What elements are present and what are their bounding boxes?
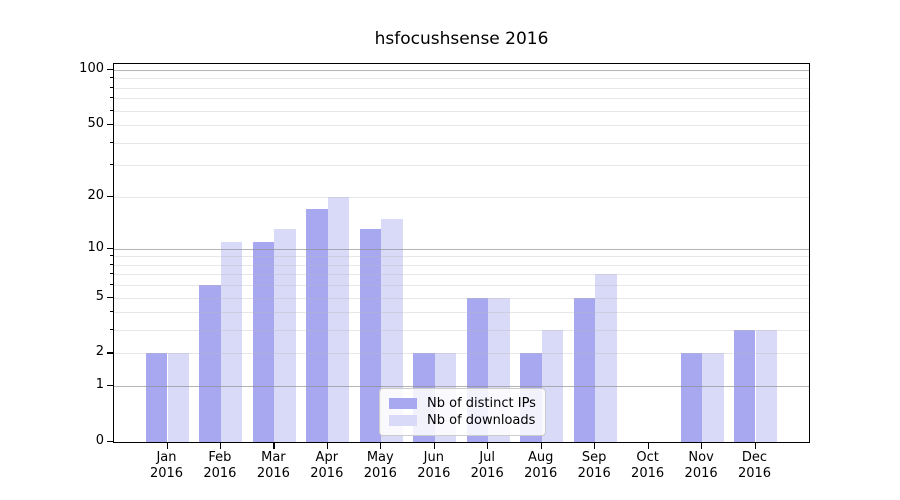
minor-gridline [114,274,809,276]
grid-layer [114,64,809,442]
legend-item-distinct-ips: Nb of distinct IPs [389,396,536,411]
y-tick-label: 10 [87,239,104,255]
x-tick-label-feb: Feb 2016 [203,450,237,481]
legend-label: Nb of distinct IPs [427,396,536,411]
bar-downloads-feb [220,241,243,442]
y-tick-label: 0 [95,433,104,448]
y-minor-tick-mark [110,296,113,298]
minor-gridline [114,312,809,314]
legend-label: Nb of downloads [427,413,536,428]
x-tick-mark [273,443,275,449]
y-tick-label: 5 [95,288,104,304]
x-tick-mark [754,443,756,449]
y-minor-tick-mark [110,284,113,286]
x-tick-label-jul: Jul 2016 [470,450,504,481]
bar-downloads-jan [167,353,190,442]
y-tick-label: 100 [79,61,104,76]
minor-gridline [114,125,809,127]
x-tick-mark [433,443,435,449]
y-tick-mark [107,247,113,249]
major-gridline [114,70,809,71]
x-tick-mark [487,443,489,449]
y-tick-label: 1 [95,377,104,393]
x-tick-mark [594,443,596,449]
y-tick-label: 20 [87,187,104,203]
y-minor-tick-mark [110,109,113,111]
minor-gridline [114,110,809,112]
x-tick-mark [380,443,382,449]
minor-gridline [114,285,809,287]
y-minor-tick-mark [110,141,113,143]
major-gridline [114,248,809,250]
y-minor-tick-mark [110,124,113,126]
legend-item-downloads: Nb of downloads [389,413,536,428]
x-tick-mark [326,443,328,449]
y-minor-tick-mark [110,77,113,79]
x-tick-mark [166,443,168,449]
bar-distinct-ips-may [359,229,382,442]
minor-gridline [114,256,809,258]
minor-gridline [114,196,809,198]
y-tick-mark [107,69,113,71]
bar-distinct-ips-jan [145,353,168,442]
chart-title: hsfocushsense 2016 [374,29,549,49]
minor-gridline [114,142,809,144]
bar-downloads-mar [274,229,296,442]
x-tick-label-dec: Dec 2016 [737,450,772,481]
x-tick-label-may: May 2016 [363,450,397,481]
x-tick-mark [647,443,649,449]
legend: Nb of distinct IPs Nb of downloads [379,388,546,436]
bar-distinct-ips-feb [199,285,221,442]
minor-gridline [114,165,809,167]
x-tick-mark [219,443,222,449]
y-minor-tick-mark [110,329,113,331]
y-minor-tick-mark [110,273,113,275]
bar-distinct-ips-nov [680,353,703,442]
x-tick-label-jan: Jan 2016 [149,450,184,481]
minor-gridline [114,87,809,89]
minor-gridline [114,264,809,266]
y-tick-mark [107,385,113,387]
minor-gridline [114,78,809,80]
x-tick-label-mar: Mar 2016 [256,450,290,481]
bar-downloads-nov [702,353,724,442]
major-gridline [114,386,809,388]
x-tick-label-sep: Sep 2016 [577,450,611,481]
y-minor-tick-mark [110,97,113,99]
y-minor-tick-mark [110,164,113,166]
minor-gridline [114,98,809,100]
y-minor-tick-mark [110,255,113,257]
plot-area [113,63,810,443]
x-tick-mark [540,443,542,449]
y-minor-tick-mark [110,352,113,354]
bar-downloads-apr [327,196,350,442]
y-minor-tick-mark [110,195,113,197]
y-minor-tick-mark [110,311,113,313]
bar-distinct-ips-sep [573,297,596,442]
y-minor-tick-mark [110,263,113,265]
x-tick-label-jun: Jun 2016 [417,450,451,481]
minor-gridline [114,353,809,355]
y-tick-label: 50 [87,116,104,132]
minor-gridline [114,330,809,332]
distinct-ips-swatch-icon [389,398,417,409]
x-tick-label-oct: Oct 2016 [631,450,665,481]
bar-distinct-ips-mar [252,241,275,442]
x-tick-label-aug: Aug 2016 [524,450,558,481]
x-tick-label-nov: Nov 2016 [684,450,718,481]
minor-gridline [114,297,809,299]
y-tick-mark [107,441,113,443]
x-tick-label-apr: Apr 2016 [310,450,344,481]
y-tick-label: 2 [95,344,104,360]
y-minor-tick-mark [110,86,113,88]
x-tick-mark [701,443,703,449]
bar-distinct-ips-apr [306,209,328,442]
downloads-swatch-icon [389,415,417,426]
bar-downloads-sep [595,274,617,442]
